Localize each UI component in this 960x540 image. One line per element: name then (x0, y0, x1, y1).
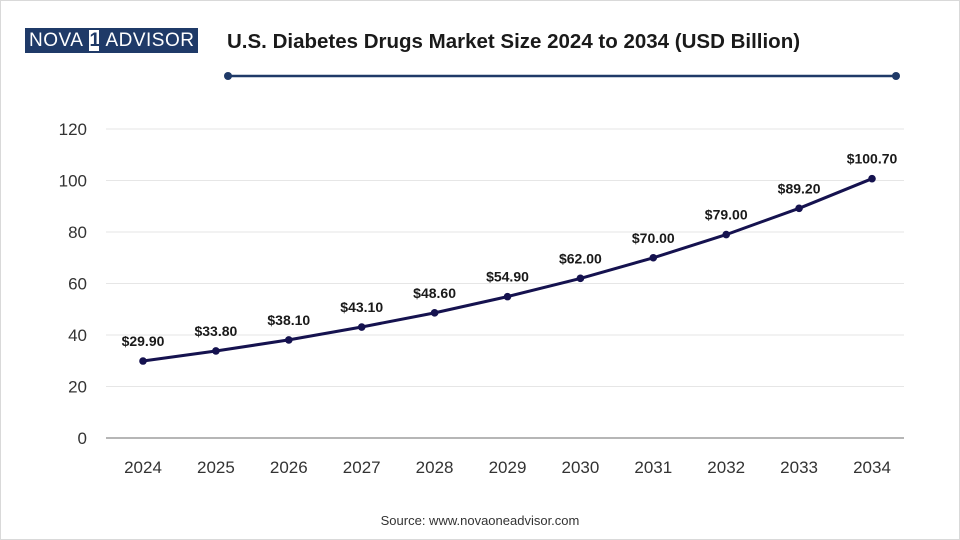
data-point (649, 253, 658, 262)
data-label: $48.60 (413, 285, 456, 301)
data-label: $89.20 (778, 180, 821, 196)
data-point (139, 357, 147, 365)
data-label: $33.80 (194, 323, 237, 339)
y-axis: 0 20 40 60 80 100 120 (59, 120, 87, 448)
data-point (357, 323, 366, 331)
y-tick-label: 40 (68, 326, 87, 345)
data-label: $38.10 (267, 312, 310, 328)
data-point (285, 336, 293, 344)
x-tick-label: 2024 (124, 458, 162, 477)
brand-logo-left: NOVA (25, 28, 88, 53)
data-label: $70.00 (632, 230, 675, 246)
x-tick-label: 2025 (197, 458, 235, 477)
x-axis: 2024 2025 2026 2027 2028 2029 2030 2031 2032 2033… (106, 437, 904, 477)
x-tick-label: 2033 (780, 458, 818, 477)
data-point (503, 292, 512, 301)
data-point (576, 274, 585, 283)
x-tick-label: 2034 (853, 458, 891, 477)
x-tick-label: 2026 (270, 458, 308, 477)
brand-logo: NOVA 1 ADVISOR (25, 28, 199, 53)
source-note: Source: www.novaoneadvisor.com (380, 513, 580, 528)
y-tick-label: 20 (68, 378, 87, 397)
x-tick-label: 2032 (707, 458, 745, 477)
data-label: $29.90 (122, 333, 165, 349)
y-tick-label: 120 (59, 120, 87, 139)
title-underline-dot-right (892, 72, 900, 80)
data-point (868, 174, 876, 183)
brand-logo-mark: 1 (87, 28, 102, 53)
data-label: $54.90 (486, 269, 529, 285)
title-underline (224, 72, 900, 80)
data-label: $62.00 (559, 250, 602, 266)
y-tick-label: 0 (78, 429, 87, 448)
y-tick-label: 100 (59, 172, 87, 191)
data-labels: $29.90 $33.80 $38.10 $43.10 $48.60 $54.90 $62.… (122, 151, 898, 349)
chart-title: U.S. Diabetes Drugs Market Size 2024 to … (227, 30, 801, 53)
title-underline-dot-left (224, 72, 232, 80)
y-tick-label: 80 (68, 223, 87, 242)
x-tick-label: 2027 (343, 458, 381, 477)
data-label: $100.70 (847, 151, 898, 167)
data-label: $79.00 (705, 207, 748, 223)
y-tick-label: 60 (68, 275, 87, 294)
data-series (139, 174, 876, 365)
gridlines (106, 128, 904, 387)
x-tick-label: 2031 (634, 458, 672, 477)
data-point (430, 309, 439, 317)
x-tick-label: 2029 (489, 458, 527, 477)
x-tick-label: 2030 (561, 458, 599, 477)
data-point (795, 204, 803, 213)
brand-logo-right: ADVISOR (101, 28, 199, 53)
data-label: $43.10 (340, 299, 383, 315)
data-point (722, 230, 730, 239)
x-tick-label: 2028 (416, 458, 454, 477)
data-point (212, 347, 220, 355)
